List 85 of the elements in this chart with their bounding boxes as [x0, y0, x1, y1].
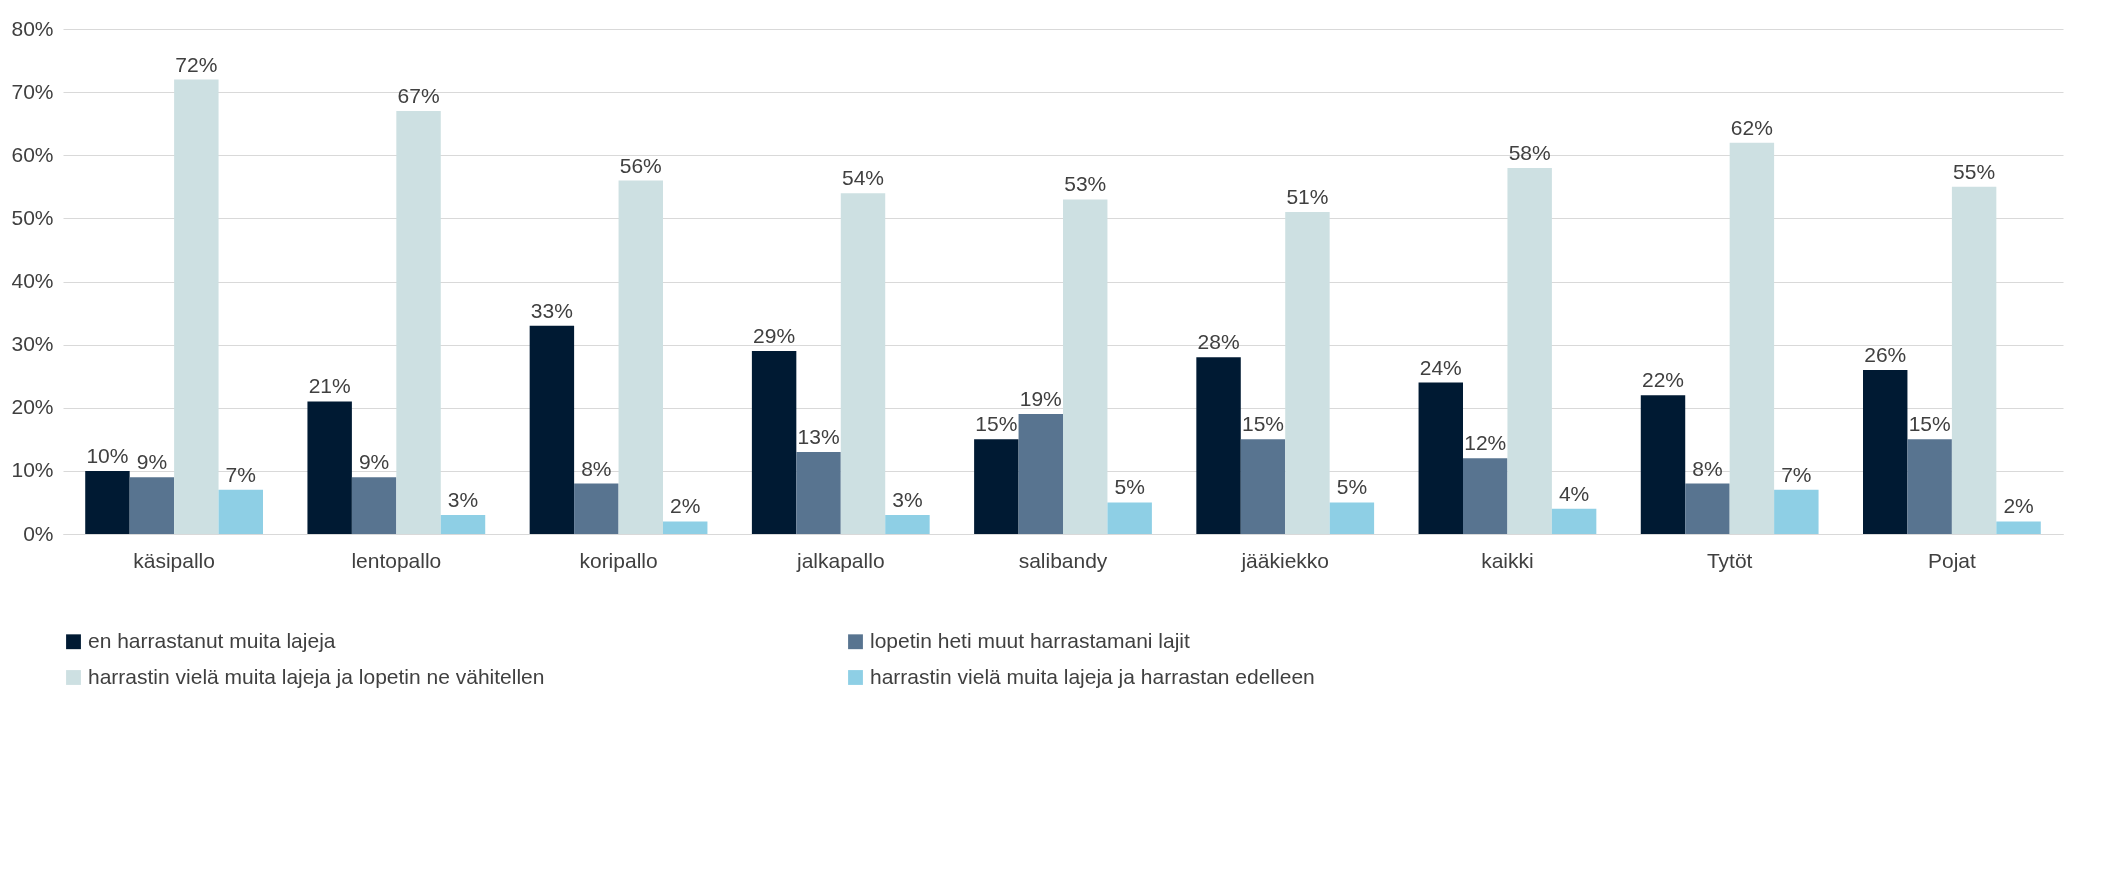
y-tick-label: 10%	[11, 458, 54, 482]
data-label: 9%	[358, 450, 390, 474]
data-label: 33%	[530, 298, 573, 322]
data-label: 15%	[1908, 412, 1951, 436]
data-label: 55%	[1953, 159, 1996, 183]
bar	[663, 521, 708, 534]
legend-label: harrastin vielä muita lajeja ja harrastan edelleen	[870, 664, 1315, 688]
bar	[1640, 395, 1686, 534]
x-tick-label: Tytöt	[1706, 548, 1753, 572]
x-tick-label: Pojat	[1927, 548, 1976, 572]
data-label: 22%	[1641, 368, 1685, 392]
bar	[218, 489, 263, 534]
bar	[574, 483, 619, 534]
legend-label: lopetin heti muut harrastamani lajit	[870, 628, 1190, 652]
data-label: 51%	[1286, 185, 1329, 209]
bar	[1907, 439, 1952, 534]
x-tick-label: jääkiekko	[1240, 548, 1329, 572]
data-label: 26%	[1864, 342, 1907, 366]
bar	[1774, 489, 1819, 534]
bar	[1196, 357, 1241, 534]
bar	[1418, 382, 1463, 534]
data-label: 2%	[670, 494, 701, 518]
data-label: 15%	[1241, 412, 1285, 436]
data-label: 24%	[1419, 355, 1462, 379]
x-tick-label: kaikki	[1481, 548, 1534, 572]
y-tick-label: 20%	[11, 395, 54, 419]
data-label: 56%	[619, 153, 662, 177]
data-label: 8%	[1692, 456, 1723, 480]
x-tick-label: jalkapallo	[796, 548, 885, 572]
bar	[1685, 483, 1730, 534]
data-label: 67%	[397, 84, 440, 108]
y-tick-label: 40%	[11, 269, 54, 292]
x-tick-label: lentopallo	[351, 548, 442, 572]
data-label: 13%	[797, 424, 840, 448]
data-label: 7%	[225, 462, 256, 486]
y-tick-label: 30%	[11, 332, 54, 356]
y-tick-label: 80%	[11, 16, 54, 40]
data-label: 5%	[1336, 475, 1368, 499]
data-label: 8%	[581, 456, 612, 480]
y-tick-label: 70%	[11, 79, 54, 103]
data-label: 4%	[1558, 481, 1590, 505]
bar	[440, 515, 486, 534]
data-label: 3%	[892, 488, 923, 512]
bar	[529, 325, 575, 534]
bar	[1996, 521, 2041, 534]
data-label: 29%	[753, 323, 796, 347]
x-tick-label: käsipallo	[133, 548, 215, 572]
data-label: 53%	[1064, 172, 1107, 196]
bar	[129, 477, 175, 534]
data-label: 58%	[1508, 140, 1551, 164]
bar	[85, 470, 130, 534]
data-label: 10%	[86, 443, 129, 467]
legend-label: harrastin vielä muita lajeja ja lopetin ne vähitellen	[88, 664, 545, 688]
data-label: 5%	[1114, 475, 1145, 499]
bar	[351, 477, 397, 534]
bar	[1329, 502, 1375, 534]
bar	[1018, 414, 1063, 534]
bar	[1863, 369, 1908, 534]
bar	[885, 515, 930, 534]
bar	[1240, 439, 1286, 534]
data-label: 9%	[136, 450, 168, 474]
bar	[307, 401, 352, 534]
bar	[1463, 458, 1508, 534]
y-tick-label: 0%	[23, 521, 54, 545]
data-label: 15%	[975, 412, 1018, 436]
bar	[1551, 508, 1597, 534]
data-label: 62%	[1730, 115, 1773, 139]
y-tick-label: 60%	[11, 142, 54, 166]
data-label: 3%	[447, 488, 479, 512]
bar	[1107, 502, 1152, 534]
data-label: 2%	[2003, 494, 2034, 518]
data-label: 7%	[1781, 462, 1812, 486]
bar	[974, 439, 1019, 534]
data-label: 19%	[1019, 387, 1062, 411]
data-label: 28%	[1197, 330, 1240, 354]
bar	[796, 451, 841, 534]
data-label: 12%	[1464, 431, 1507, 455]
legend-label: en harrastanut muita lajeja	[88, 628, 336, 652]
data-label: 54%	[841, 166, 885, 190]
data-label: 72%	[175, 52, 218, 76]
x-tick-label: koripallo	[579, 548, 658, 572]
bar	[751, 350, 797, 534]
x-tick-label: salibandy	[1018, 548, 1108, 572]
y-tick-label: 50%	[11, 205, 54, 229]
data-label: 21%	[308, 374, 351, 398]
